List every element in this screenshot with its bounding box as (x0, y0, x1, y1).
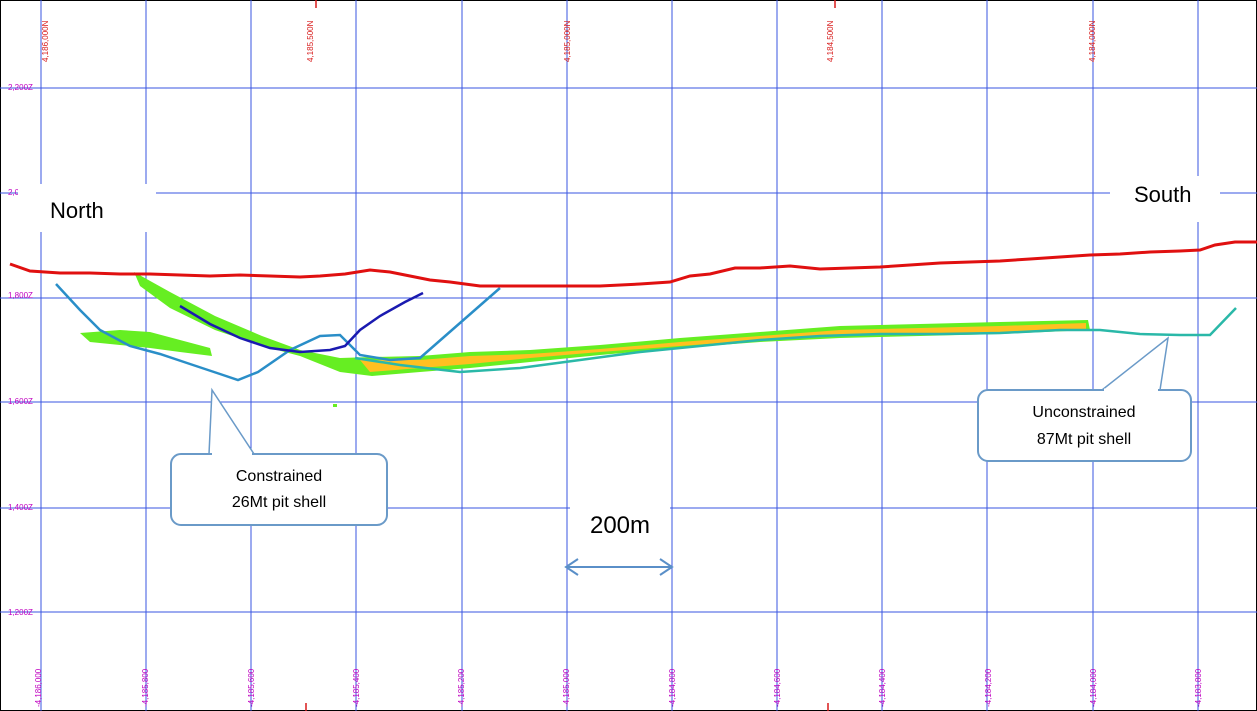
scale-arrow-left-head (564, 558, 579, 576)
south-label-box (1110, 176, 1220, 222)
elevation-label: 2,200Z (8, 83, 33, 92)
bottom-tick-label: -4,185,000 (562, 668, 571, 707)
constrained-callout: Constrained 26Mt pit shell (170, 387, 388, 526)
elevation-label: 1,200Z (8, 608, 33, 617)
unconstrained-callout-line1: Unconstrained (1032, 404, 1135, 421)
constrained-callout-line2: 26Mt pit shell (232, 494, 326, 511)
top-tick-label: 4,184,000N (1088, 20, 1097, 62)
section-tick-marks (305, 0, 836, 711)
bottom-tick-label: -4,185,800 (141, 668, 150, 707)
top-tick-label: 4,185,000N (563, 20, 572, 62)
inner-pit-shell (179, 291, 424, 354)
unconstrained-pit-shell (354, 307, 1237, 374)
unconstrained-callout: Unconstrained 87Mt pit shell (977, 336, 1192, 462)
south-label: South (1134, 182, 1192, 207)
elevation-label: 1,800Z (8, 291, 33, 300)
scale-label: 200m (590, 512, 650, 539)
bottom-tick-label: -4,185,600 (247, 668, 256, 707)
scale-label-box (570, 506, 670, 546)
topography-line (9, 240, 1257, 288)
elevation-label: 1,400Z (8, 503, 33, 512)
elevation-label: 2,0 (8, 188, 20, 197)
scale-bar: 200m (564, 506, 674, 576)
bottom-tick-label: -4,184,200 (984, 668, 993, 707)
top-tick-label: 4,184,500N (826, 20, 835, 62)
constrained-pit-shell (55, 283, 501, 382)
top-tick-label: 4,186,000N (41, 20, 50, 62)
pit-shells (55, 283, 1237, 382)
top-tick-label: 4,185,500N (306, 20, 315, 62)
bottom-tick-label: -4,185,400 (352, 668, 361, 707)
unconstrained-callout-line2: 87Mt pit shell (1037, 431, 1131, 448)
bottom-tick-label: -4,184,600 (773, 668, 782, 707)
top-tick-labels: 4,186,000N 4,185,500N 4,185,000N 4,184,5… (41, 20, 1097, 62)
bottom-tick-labels: -4,186,000 -4,185,800 -4,185,600 -4,185,… (34, 668, 1203, 707)
elevation-label: 1,600Z (8, 397, 33, 406)
bottom-tick-label: -4,186,000 (34, 668, 43, 707)
bottom-tick-label: -4,185,200 (457, 668, 466, 707)
north-label: North (50, 198, 104, 223)
elevation-labels: 2,200Z 2,0 1,800Z 1,600Z 1,400Z 1,200Z (8, 83, 33, 617)
ore-zone-orange (360, 323, 1086, 372)
north-label-box (18, 184, 156, 232)
bottom-tick-label: -4,184,400 (878, 668, 887, 707)
ore-speck (333, 404, 337, 407)
bottom-tick-label: -4,184,000 (1089, 668, 1098, 707)
constrained-callout-line1: Constrained (236, 468, 322, 485)
bottom-tick-label: -4,184,800 (668, 668, 677, 707)
scale-arrow-right-head (659, 558, 674, 576)
bottom-tick-label: -4,183,800 (1194, 668, 1203, 707)
